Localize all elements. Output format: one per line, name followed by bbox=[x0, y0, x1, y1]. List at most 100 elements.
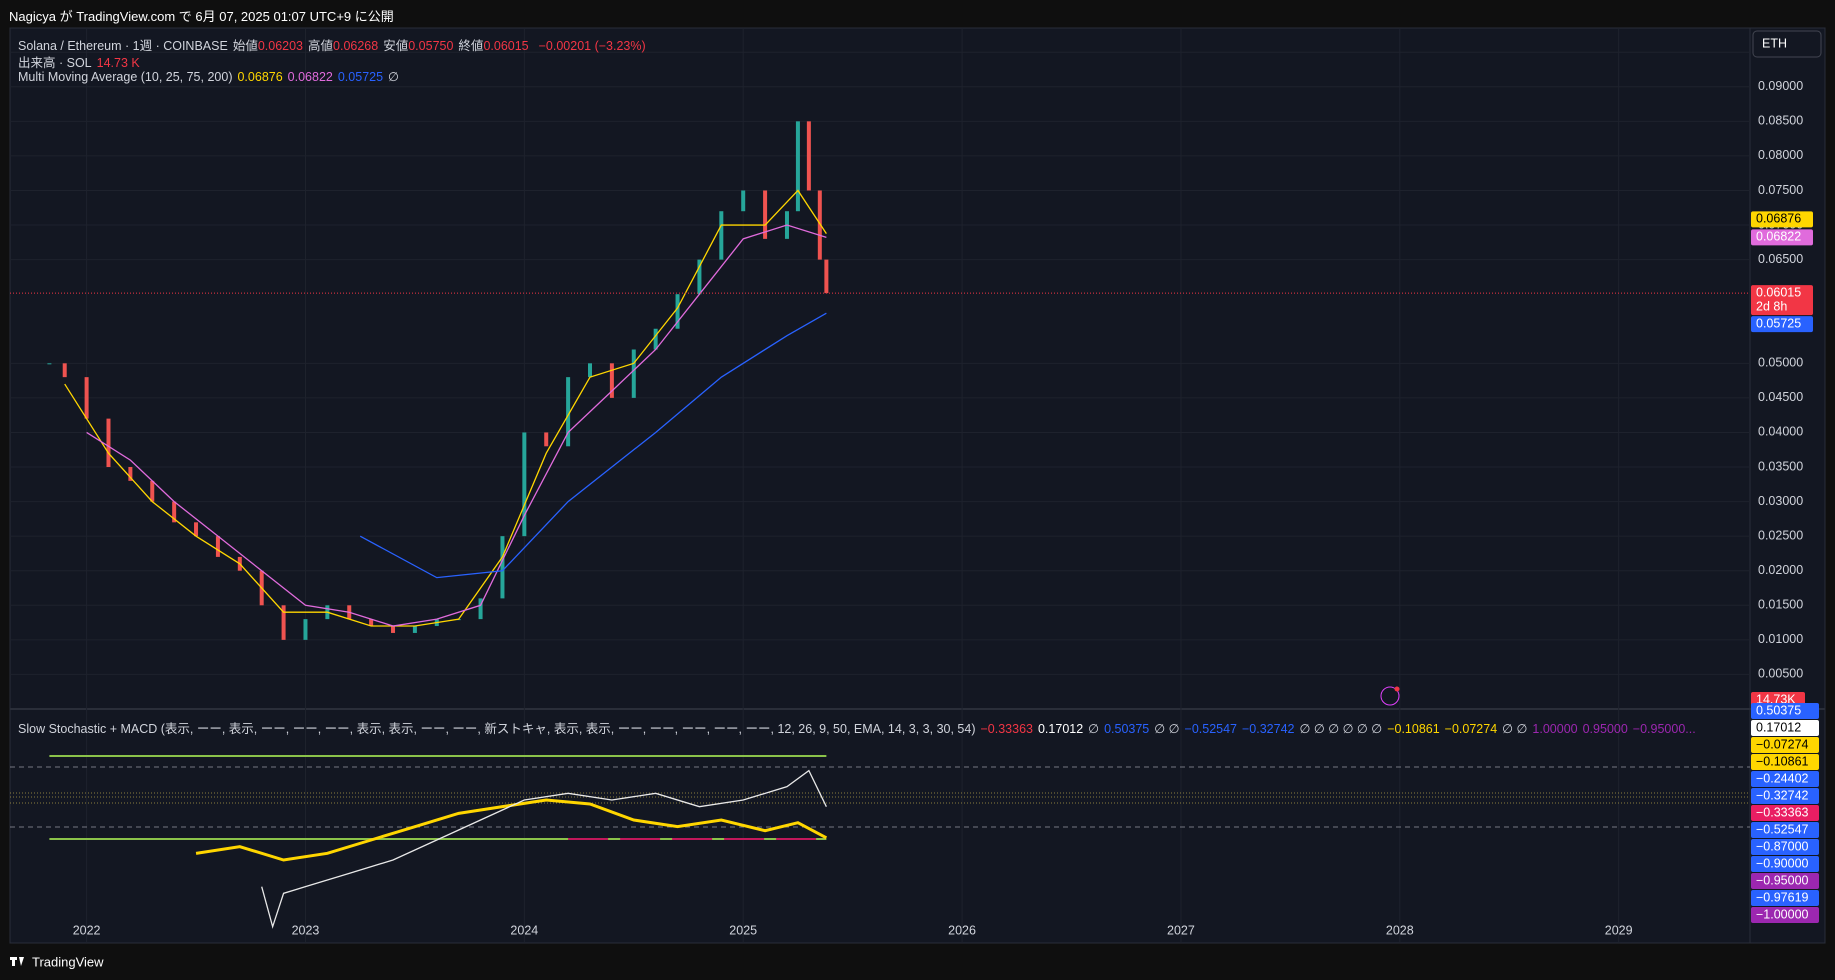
x-tick-label: 2024 bbox=[510, 923, 538, 937]
indicator-badge bbox=[1751, 856, 1819, 872]
y-tick-label: 0.02500 bbox=[1758, 528, 1803, 542]
y-tick-label: 0.01000 bbox=[1758, 632, 1803, 646]
candle bbox=[500, 536, 505, 599]
ohlc-label: 安値 bbox=[383, 39, 409, 53]
indicator-badge bbox=[1751, 805, 1819, 821]
indicator-legend: Slow Stochastic + MACD (表示, ーー, 表示, ーー, … bbox=[18, 718, 1738, 737]
indicator-value: −0.10861 bbox=[1387, 722, 1440, 736]
price-badge-sub: 2d 8h bbox=[1756, 299, 1787, 313]
indicator-badge bbox=[1751, 720, 1819, 736]
y-tick-label: 0.00500 bbox=[1758, 667, 1803, 681]
indicator-badge-label: −0.07274 bbox=[1756, 737, 1809, 751]
x-tick-label: 2027 bbox=[1167, 923, 1195, 937]
y-tick-label: 0.06500 bbox=[1758, 252, 1803, 266]
indicator-value: 0.50375 bbox=[1104, 722, 1150, 736]
ohlc-label: 始値 bbox=[232, 39, 258, 53]
y-tick-label: 0.09000 bbox=[1758, 79, 1803, 93]
indicator-badge bbox=[1751, 788, 1819, 804]
price-badge bbox=[1751, 316, 1813, 333]
candle bbox=[763, 190, 768, 239]
candle bbox=[106, 418, 111, 468]
candle bbox=[47, 363, 52, 365]
indicator-badge-label: −0.87000 bbox=[1756, 839, 1809, 853]
header: Nagicya が TradingView.com で 6月 07, 2025 … bbox=[9, 9, 394, 24]
y-tick-label: 0.08500 bbox=[1758, 114, 1803, 128]
legend-line2: 出来高 · SOL 14.73 K bbox=[18, 52, 145, 71]
legend-line1: Solana / Ethereum · 1週 · COINBASE 始値0.062… bbox=[18, 35, 651, 54]
candle bbox=[719, 211, 724, 260]
indicator-value: 0.17012 bbox=[1037, 722, 1084, 736]
x-tick-label: 2022 bbox=[73, 923, 101, 937]
change: −0.00201 (−3.23%) bbox=[538, 39, 646, 53]
chart-frame bbox=[9, 27, 1826, 944]
x-tick-label: 2023 bbox=[292, 923, 320, 937]
candle bbox=[62, 363, 67, 378]
price-badge-label: 0.06822 bbox=[1756, 230, 1801, 244]
indicator-badge-label: 0.50375 bbox=[1756, 703, 1801, 717]
indicator-badge-label: −1.00000 bbox=[1756, 907, 1809, 921]
symbol-button[interactable] bbox=[1752, 30, 1822, 58]
candle bbox=[653, 328, 658, 350]
y-tick-label: 0.04500 bbox=[1758, 390, 1803, 404]
candle bbox=[128, 467, 133, 481]
indicator-value: −0.52547 bbox=[1184, 722, 1237, 736]
ohlc-value: 0.06268 bbox=[333, 39, 379, 53]
ohlc-label: 終値 bbox=[458, 39, 484, 53]
alert-icon[interactable] bbox=[1380, 686, 1400, 706]
ma-value: ∅ bbox=[388, 70, 399, 84]
y-tick-label: 0.02000 bbox=[1758, 563, 1803, 577]
candle bbox=[675, 294, 680, 329]
candle bbox=[522, 432, 527, 537]
x-tick-label: 2026 bbox=[948, 923, 976, 937]
indicator-badge bbox=[1751, 771, 1819, 787]
indicator-badge-label: −0.10861 bbox=[1756, 754, 1809, 768]
candle bbox=[84, 377, 89, 419]
indicator-value: −0.33363 bbox=[980, 722, 1033, 736]
indicator-badge-label: −0.95000 bbox=[1756, 873, 1809, 887]
price-badge-label: 0.05725 bbox=[1756, 316, 1801, 330]
indicator-badge bbox=[1751, 890, 1819, 906]
logo bbox=[10, 957, 24, 966]
candle bbox=[369, 619, 374, 627]
candle bbox=[544, 432, 549, 447]
y-tick-label: 0.05000 bbox=[1758, 356, 1803, 370]
indicator-value: ∅ bbox=[1088, 722, 1100, 736]
candle bbox=[391, 626, 396, 633]
candle bbox=[741, 190, 746, 212]
volume-badge-label: 14.73K bbox=[1756, 692, 1796, 706]
price-badge-label: 0.06876 bbox=[1756, 212, 1801, 226]
price-badge bbox=[1751, 211, 1813, 228]
line-series bbox=[359, 312, 827, 579]
y-tick-label: 0.01500 bbox=[1758, 598, 1803, 612]
indicator-badge bbox=[1751, 907, 1819, 923]
indicator-badge-label: −0.24402 bbox=[1756, 771, 1809, 785]
y-tick-label: 0.08000 bbox=[1758, 148, 1803, 162]
indicator-value: ∅ ∅ bbox=[1154, 722, 1180, 736]
indicator-badge-label: 0.17012 bbox=[1756, 720, 1801, 734]
indicator-badge-label: −0.32742 bbox=[1756, 788, 1809, 802]
indicator-label: Slow Stochastic + MACD (表示, ーー, 表示, ーー, … bbox=[18, 722, 976, 736]
indicator-badge-label: −0.52547 bbox=[1756, 822, 1809, 836]
indicator-badge-label: −0.33363 bbox=[1756, 805, 1809, 819]
candle bbox=[215, 536, 220, 557]
candle bbox=[172, 501, 177, 523]
ohlc-label: 高値 bbox=[308, 39, 334, 53]
candle bbox=[795, 121, 800, 212]
ma-value: 0.06822 bbox=[287, 70, 333, 84]
alert-dot bbox=[1394, 686, 1400, 692]
indicator-value: −0.32742 bbox=[1242, 722, 1295, 736]
indicator-value: 0.95000 bbox=[1582, 722, 1628, 736]
ma-value: 0.05725 bbox=[337, 70, 384, 84]
ohlc-value: 0.05750 bbox=[408, 39, 454, 53]
indicator-badge bbox=[1751, 737, 1819, 753]
candle bbox=[697, 259, 702, 295]
legend-line3: Multi Moving Average (10, 25, 75, 200) 0.… bbox=[18, 69, 409, 84]
indicator-value: ∅ ∅ ∅ ∅ ∅ ∅ bbox=[1299, 722, 1383, 736]
candle bbox=[194, 522, 199, 537]
volume-value: 14.73 K bbox=[96, 56, 140, 70]
price-badge bbox=[1751, 229, 1813, 246]
line-series bbox=[64, 189, 827, 627]
candle bbox=[631, 349, 636, 398]
